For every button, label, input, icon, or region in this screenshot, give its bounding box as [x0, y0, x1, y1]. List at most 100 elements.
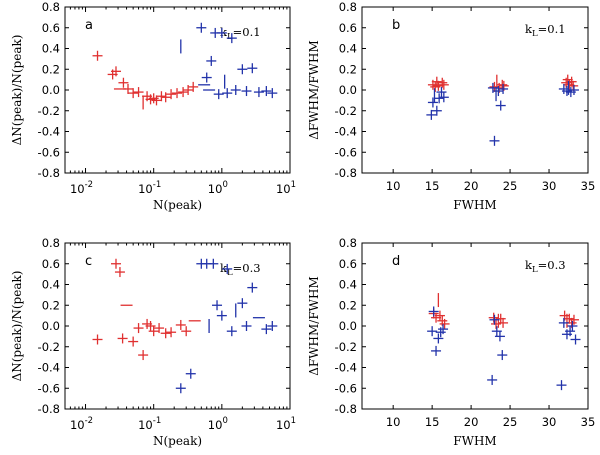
data-point — [175, 383, 186, 394]
data-point — [495, 100, 506, 111]
data-point — [226, 326, 237, 337]
y-tick-label: -0.6 — [38, 145, 60, 159]
y-tick-label: 0.2 — [339, 298, 357, 312]
data-point — [237, 298, 248, 309]
data-point — [148, 326, 159, 337]
data-point — [154, 323, 165, 334]
data-point — [213, 89, 224, 100]
data-point — [489, 314, 500, 325]
data-point — [487, 374, 498, 385]
x-tick-exp: 1 — [291, 180, 296, 190]
series-blue — [180, 22, 278, 100]
y-tick-label: -0.4 — [38, 361, 60, 375]
y-tick-label: 0.0 — [42, 319, 60, 333]
k-label-value: =0.1 — [233, 25, 261, 39]
y-tick-label: 0.0 — [339, 319, 357, 333]
k-label-sub: L — [227, 268, 233, 278]
y-tick-label: 0.2 — [42, 298, 60, 312]
x-tick-label: 15 — [425, 179, 440, 193]
data-point — [160, 328, 171, 339]
data-point — [556, 380, 567, 391]
y-tick-label: -0.8 — [38, 402, 60, 416]
data-point — [488, 312, 499, 323]
y-tick-label: -0.6 — [335, 381, 357, 395]
data-point — [151, 95, 162, 106]
data-point — [427, 97, 438, 108]
data-point — [166, 327, 177, 338]
data-point — [241, 86, 252, 97]
data-point — [493, 86, 504, 97]
y-tick-label: 0.8 — [42, 0, 60, 14]
data-point — [434, 310, 445, 321]
panel-letter: a — [85, 18, 93, 33]
x-tick-label: 10-2 — [70, 416, 93, 432]
x-tick-base: 10 — [138, 418, 153, 432]
data-point — [567, 321, 578, 331]
data-point — [175, 319, 186, 330]
x-tick-label: 15 — [425, 415, 440, 429]
data-point — [92, 334, 103, 345]
data-point — [114, 267, 125, 278]
y-tick-label: -0.8 — [38, 166, 60, 180]
data-point — [568, 314, 579, 325]
y-tick-label: 0.6 — [339, 21, 357, 35]
data-point — [431, 105, 442, 116]
k-label: kL=0.1 — [220, 25, 261, 42]
k-label-sub: L — [532, 29, 538, 39]
data-point — [491, 326, 502, 337]
data-point — [438, 324, 449, 335]
k-label-value: =0.3 — [233, 261, 261, 275]
data-point — [568, 80, 579, 91]
k-label-main: k — [525, 258, 533, 272]
y-tick-label: 0.2 — [339, 62, 357, 76]
x-tick-label: 100 — [208, 416, 228, 432]
y-axis-label: ΔN(peak)/N(peak) — [10, 35, 24, 146]
y-tick-label: 0.0 — [339, 83, 357, 97]
x-axis-label: FWHM — [453, 198, 496, 212]
data-point — [491, 318, 502, 329]
y-tick-label: 0.4 — [339, 42, 357, 56]
y-tick-label: -0.2 — [38, 340, 60, 354]
y-tick-label: 0.6 — [42, 21, 60, 35]
x-tick-exp: -2 — [85, 416, 93, 426]
data-point — [222, 263, 233, 274]
data-point — [497, 79, 508, 90]
x-axis-label: N(peak) — [153, 198, 202, 212]
y-axis-label: ΔFWHM/FWHM — [307, 40, 321, 140]
data-point — [489, 135, 500, 146]
data-point — [439, 318, 450, 329]
x-tick-base: 10 — [70, 182, 85, 196]
data-point — [570, 334, 581, 345]
x-tick-exp: 0 — [222, 416, 227, 426]
x-tick-label: 10 — [386, 415, 401, 429]
data-point — [118, 77, 129, 88]
data-point — [216, 310, 227, 321]
data-point — [261, 324, 272, 335]
data-point — [208, 258, 219, 269]
x-tick-base: 10 — [276, 182, 291, 196]
panel-letter: c — [85, 254, 92, 269]
y-tick-label: -0.6 — [38, 381, 60, 395]
data-point — [188, 81, 199, 92]
y-tick-label: -0.2 — [38, 104, 60, 118]
y-tick-label: -0.4 — [335, 125, 357, 139]
data-point — [117, 333, 128, 344]
y-tick-label: 0.8 — [339, 236, 357, 250]
x-tick-exp: -2 — [85, 180, 93, 190]
x-tick-base: 10 — [276, 418, 291, 432]
data-point — [196, 22, 207, 33]
y-tick-label: -0.2 — [335, 340, 357, 354]
data-point — [183, 85, 194, 95]
data-point — [226, 33, 237, 44]
k-label-main: k — [220, 261, 228, 275]
x-tick-label: 10-1 — [138, 180, 161, 196]
panel-a: -0.8-0.6-0.4-0.20.00.20.40.60.810-2 10-1 1… — [10, 0, 296, 212]
y-tick-label: 0.8 — [339, 0, 357, 14]
x-tick-label: 35 — [581, 179, 596, 193]
y-tick-label: 0.6 — [42, 257, 60, 271]
data-point — [145, 321, 156, 331]
y-tick-label: 0.2 — [42, 62, 60, 76]
y-tick-label: 0.4 — [42, 42, 60, 56]
data-point — [110, 258, 121, 269]
